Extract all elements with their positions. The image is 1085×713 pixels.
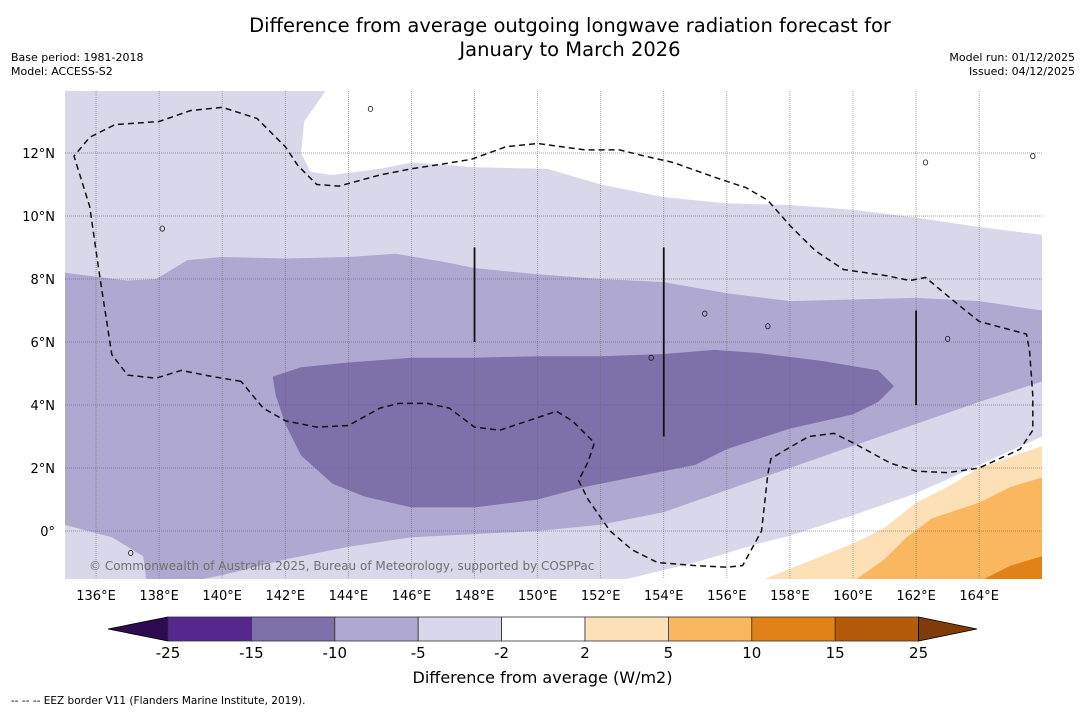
region-10-15	[983, 556, 1042, 579]
y-tick-label: 0°	[40, 525, 55, 540]
colorbar-tick-label: -5	[411, 644, 426, 662]
x-tick-label: 154°E	[644, 589, 684, 604]
model-run: Model run: 01/12/2025	[949, 51, 1075, 64]
x-tick-label: 144°E	[329, 589, 369, 604]
colorbar-label: Difference from average (W/m2)	[412, 668, 673, 687]
colorbar: -25 -15 -10 -5 -2 2 5 10 15 25	[107, 616, 978, 662]
y-tick-label: 12°N	[22, 147, 55, 162]
island-outline	[702, 310, 708, 317]
issued-date: Issued: 04/12/2025	[968, 65, 1075, 78]
colorbar-segment	[584, 616, 669, 642]
colorbar-tick-label: 2	[580, 644, 590, 662]
colorbar-under-arrow	[107, 616, 169, 642]
chart-title: Difference from average outgoing longwav…	[0, 14, 1085, 62]
copyright-text: © Commonwealth of Australia 2025, Bureau…	[89, 559, 594, 573]
x-tick-label: 164°E	[959, 589, 999, 604]
island-outline	[367, 105, 374, 112]
x-tick-label: 136°E	[76, 589, 116, 604]
island-outline	[1030, 153, 1036, 160]
colorbar-tick-label: -15	[239, 644, 264, 662]
y-tick-label: 2°N	[31, 462, 56, 477]
colorbar-segment	[751, 616, 836, 642]
x-tick-label: 142°E	[266, 589, 306, 604]
eez-border	[73, 106, 472, 383]
colorbar-tick-label: -10	[323, 644, 348, 662]
x-tick-label: 162°E	[896, 589, 936, 604]
title-line-1: Difference from average outgoing longwav…	[249, 14, 891, 37]
x-tick-label: 138°E	[139, 589, 179, 604]
colorbar-segment	[668, 616, 753, 642]
region-neutral-north	[301, 91, 1042, 235]
island-outline	[648, 354, 654, 361]
base-period: Base period: 1981-2018	[11, 51, 144, 64]
colorbar-tick-label: -25	[156, 644, 181, 662]
plot-area	[65, 91, 1042, 579]
x-tick-label: 140°E	[202, 589, 242, 604]
colorbar-tick-label: 15	[826, 644, 845, 662]
x-tick-label: 156°E	[707, 589, 747, 604]
x-tick-label: 160°E	[833, 589, 873, 604]
colorbar-segment	[334, 616, 419, 642]
x-tick-label: 150°E	[518, 589, 558, 604]
x-tick-label: 148°E	[455, 589, 495, 604]
island-outline	[128, 550, 134, 557]
y-tick-label: 8°N	[31, 273, 56, 288]
title-line-2: January to March 2026	[459, 38, 681, 61]
island-outline	[922, 159, 929, 166]
eez-footnote: -- -- -- EEZ border V11 (Flanders Marine…	[11, 695, 306, 707]
y-tick-label: 6°N	[31, 336, 56, 351]
colorbar-tick-label: 25	[909, 644, 928, 662]
island-outline	[159, 225, 165, 232]
meta-right: Model run: 01/12/2025 Issued: 04/12/2025	[949, 51, 1075, 79]
eez-border	[240, 142, 1034, 568]
meta-left: Base period: 1981-2018 Model: ACCESS-S2	[11, 51, 143, 79]
x-tick-label: 152°E	[581, 589, 621, 604]
colorbar-segment	[167, 616, 252, 642]
y-tick-label: 10°N	[22, 210, 55, 225]
x-tick-label: 146°E	[392, 589, 432, 604]
colorbar-segment	[417, 616, 503, 642]
island-outline	[765, 323, 771, 330]
y-tick-label: 4°N	[31, 399, 56, 414]
x-tick-label: 158°E	[770, 589, 810, 604]
region-neg15-neg10	[272, 349, 894, 508]
axes: 136°E 138°E 140°E 142°E 144°E 146°E 148°E 150°E…	[22, 147, 999, 604]
region-5-10	[856, 477, 1042, 579]
colorbar-over-arrow	[918, 616, 978, 642]
colorbar-segment	[501, 616, 586, 642]
colorbar-segment	[834, 616, 920, 642]
island-outline	[945, 335, 951, 342]
model-name: Model: ACCESS-S2	[11, 65, 113, 78]
colorbar-tick-label: -2	[494, 644, 509, 662]
colorbar-tick-label: 10	[742, 644, 761, 662]
colorbar-segment	[250, 616, 336, 642]
colorbar-tick-label: 5	[664, 644, 674, 662]
